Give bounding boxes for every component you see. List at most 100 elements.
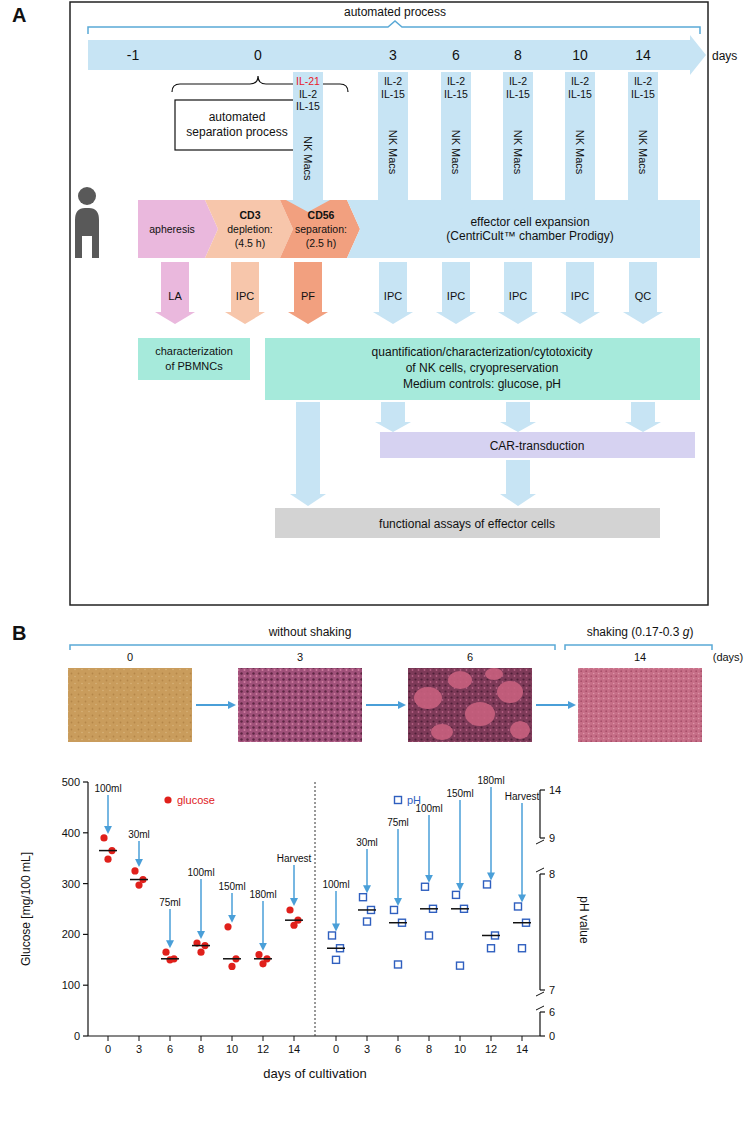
y-tick: [83, 781, 88, 782]
cytokine: IL-2: [509, 75, 527, 87]
sample-label: LA: [168, 290, 182, 302]
annotation: 180ml: [477, 775, 504, 786]
box-text: functional assays of effector cells: [379, 517, 555, 531]
x-tick-label: 12: [485, 1043, 497, 1055]
feed-arrow: [558, 72, 602, 212]
median: [285, 919, 303, 921]
colony: [485, 668, 503, 680]
y-tick: [83, 832, 88, 833]
cytokine: IL-15: [568, 88, 592, 100]
y2-axis-title: pH value: [577, 896, 591, 944]
cytokine: IL-2: [299, 88, 317, 100]
photo-day: 0: [127, 651, 133, 663]
legend-marker: [395, 797, 402, 804]
x-tick-label: 14: [516, 1043, 528, 1055]
day-label: 6: [452, 47, 460, 63]
feed-arrow: [286, 72, 330, 212]
point: [131, 867, 138, 874]
x-tick: [429, 1036, 430, 1041]
annotation-arrow: [293, 865, 295, 902]
photo-arrow: [366, 704, 402, 706]
x-tick: [139, 1036, 140, 1041]
step-text: CD3: [239, 209, 260, 221]
separation-text: separation process: [186, 125, 287, 139]
annotation: 150ml: [218, 881, 245, 892]
y-tick: [83, 883, 88, 884]
x-tick: [491, 1036, 492, 1041]
panel-label: A: [12, 4, 26, 26]
sample-label: IPC: [236, 290, 254, 302]
cytokine: IL-15: [631, 88, 655, 100]
sample-arrow: [560, 262, 600, 324]
box-text: CAR-transduction: [490, 439, 585, 453]
annotation-arrow: [459, 800, 461, 887]
box-text: quantification/characterization/cytotoxi…: [372, 345, 593, 359]
step-cd56: [280, 200, 360, 258]
median: [254, 958, 272, 960]
point: [519, 945, 526, 952]
y-axis: [87, 782, 88, 1036]
annotation: 75ml: [159, 897, 181, 908]
sample-arrow: [623, 262, 663, 324]
figure: Aautomated process-103681014daysautomate…: [0, 0, 752, 1136]
medium: NK Macs: [512, 130, 524, 175]
annotation-arrow: [107, 795, 109, 830]
sample-label: PF: [301, 290, 315, 302]
legend-label: glucose: [177, 794, 215, 806]
point: [286, 906, 293, 913]
step-apheresis: [138, 200, 218, 258]
functional-box: [275, 508, 660, 538]
medium: NK Macs: [637, 130, 649, 175]
median: [327, 947, 345, 949]
condition-bracket: [565, 645, 712, 650]
y-tick: [83, 934, 88, 935]
annotation-arrow: [138, 841, 140, 863]
median: [482, 935, 500, 937]
medium: NK Macs: [387, 130, 399, 175]
y2-axis: [539, 790, 540, 838]
y-tick-label: 400: [62, 827, 80, 839]
step-text: CD56: [308, 209, 335, 221]
cytokine: IL-21: [296, 75, 320, 87]
y2-tick: [540, 789, 545, 790]
median: [161, 958, 179, 960]
point: [360, 894, 367, 901]
point: [426, 932, 433, 939]
cytokine: IL-15: [381, 88, 405, 100]
photo-day: 6: [467, 651, 473, 663]
sample-arrow: [155, 262, 195, 324]
annotation: 30ml: [128, 829, 150, 840]
point: [333, 956, 340, 963]
condition: without shaking: [268, 625, 352, 639]
annotation: 100ml: [322, 879, 349, 890]
step-text: apheresis: [149, 223, 195, 235]
day-label: -1: [127, 47, 140, 63]
y2-tick-label: 6: [549, 1006, 555, 1018]
median: [99, 850, 117, 852]
separation-text: automated: [209, 110, 266, 124]
medium: NK Macs: [302, 136, 314, 181]
day-label: 10: [572, 47, 588, 63]
series-group: [327, 881, 531, 969]
photo: [68, 668, 192, 742]
y-tick-label: 200: [62, 928, 80, 940]
colony: [465, 702, 495, 726]
pbmnc-box: [138, 338, 250, 380]
photo-arrow: [536, 704, 572, 706]
point: [457, 962, 464, 969]
point: [488, 945, 495, 952]
step-text: (2.5 h): [306, 237, 336, 249]
y-tick: [83, 985, 88, 986]
point: [395, 961, 402, 968]
sample-label: IPC: [384, 290, 402, 302]
feed-arrow: [621, 72, 665, 212]
y2-tick-label: 8: [549, 868, 555, 880]
point: [228, 963, 235, 970]
photo: [238, 668, 362, 742]
annotation: 150ml: [446, 788, 473, 799]
box-text: characterization: [155, 345, 233, 357]
flow-arrow: [500, 402, 536, 432]
x-tick-label: 6: [395, 1043, 401, 1055]
y2-tick: [540, 989, 545, 990]
bracket: [88, 21, 700, 34]
